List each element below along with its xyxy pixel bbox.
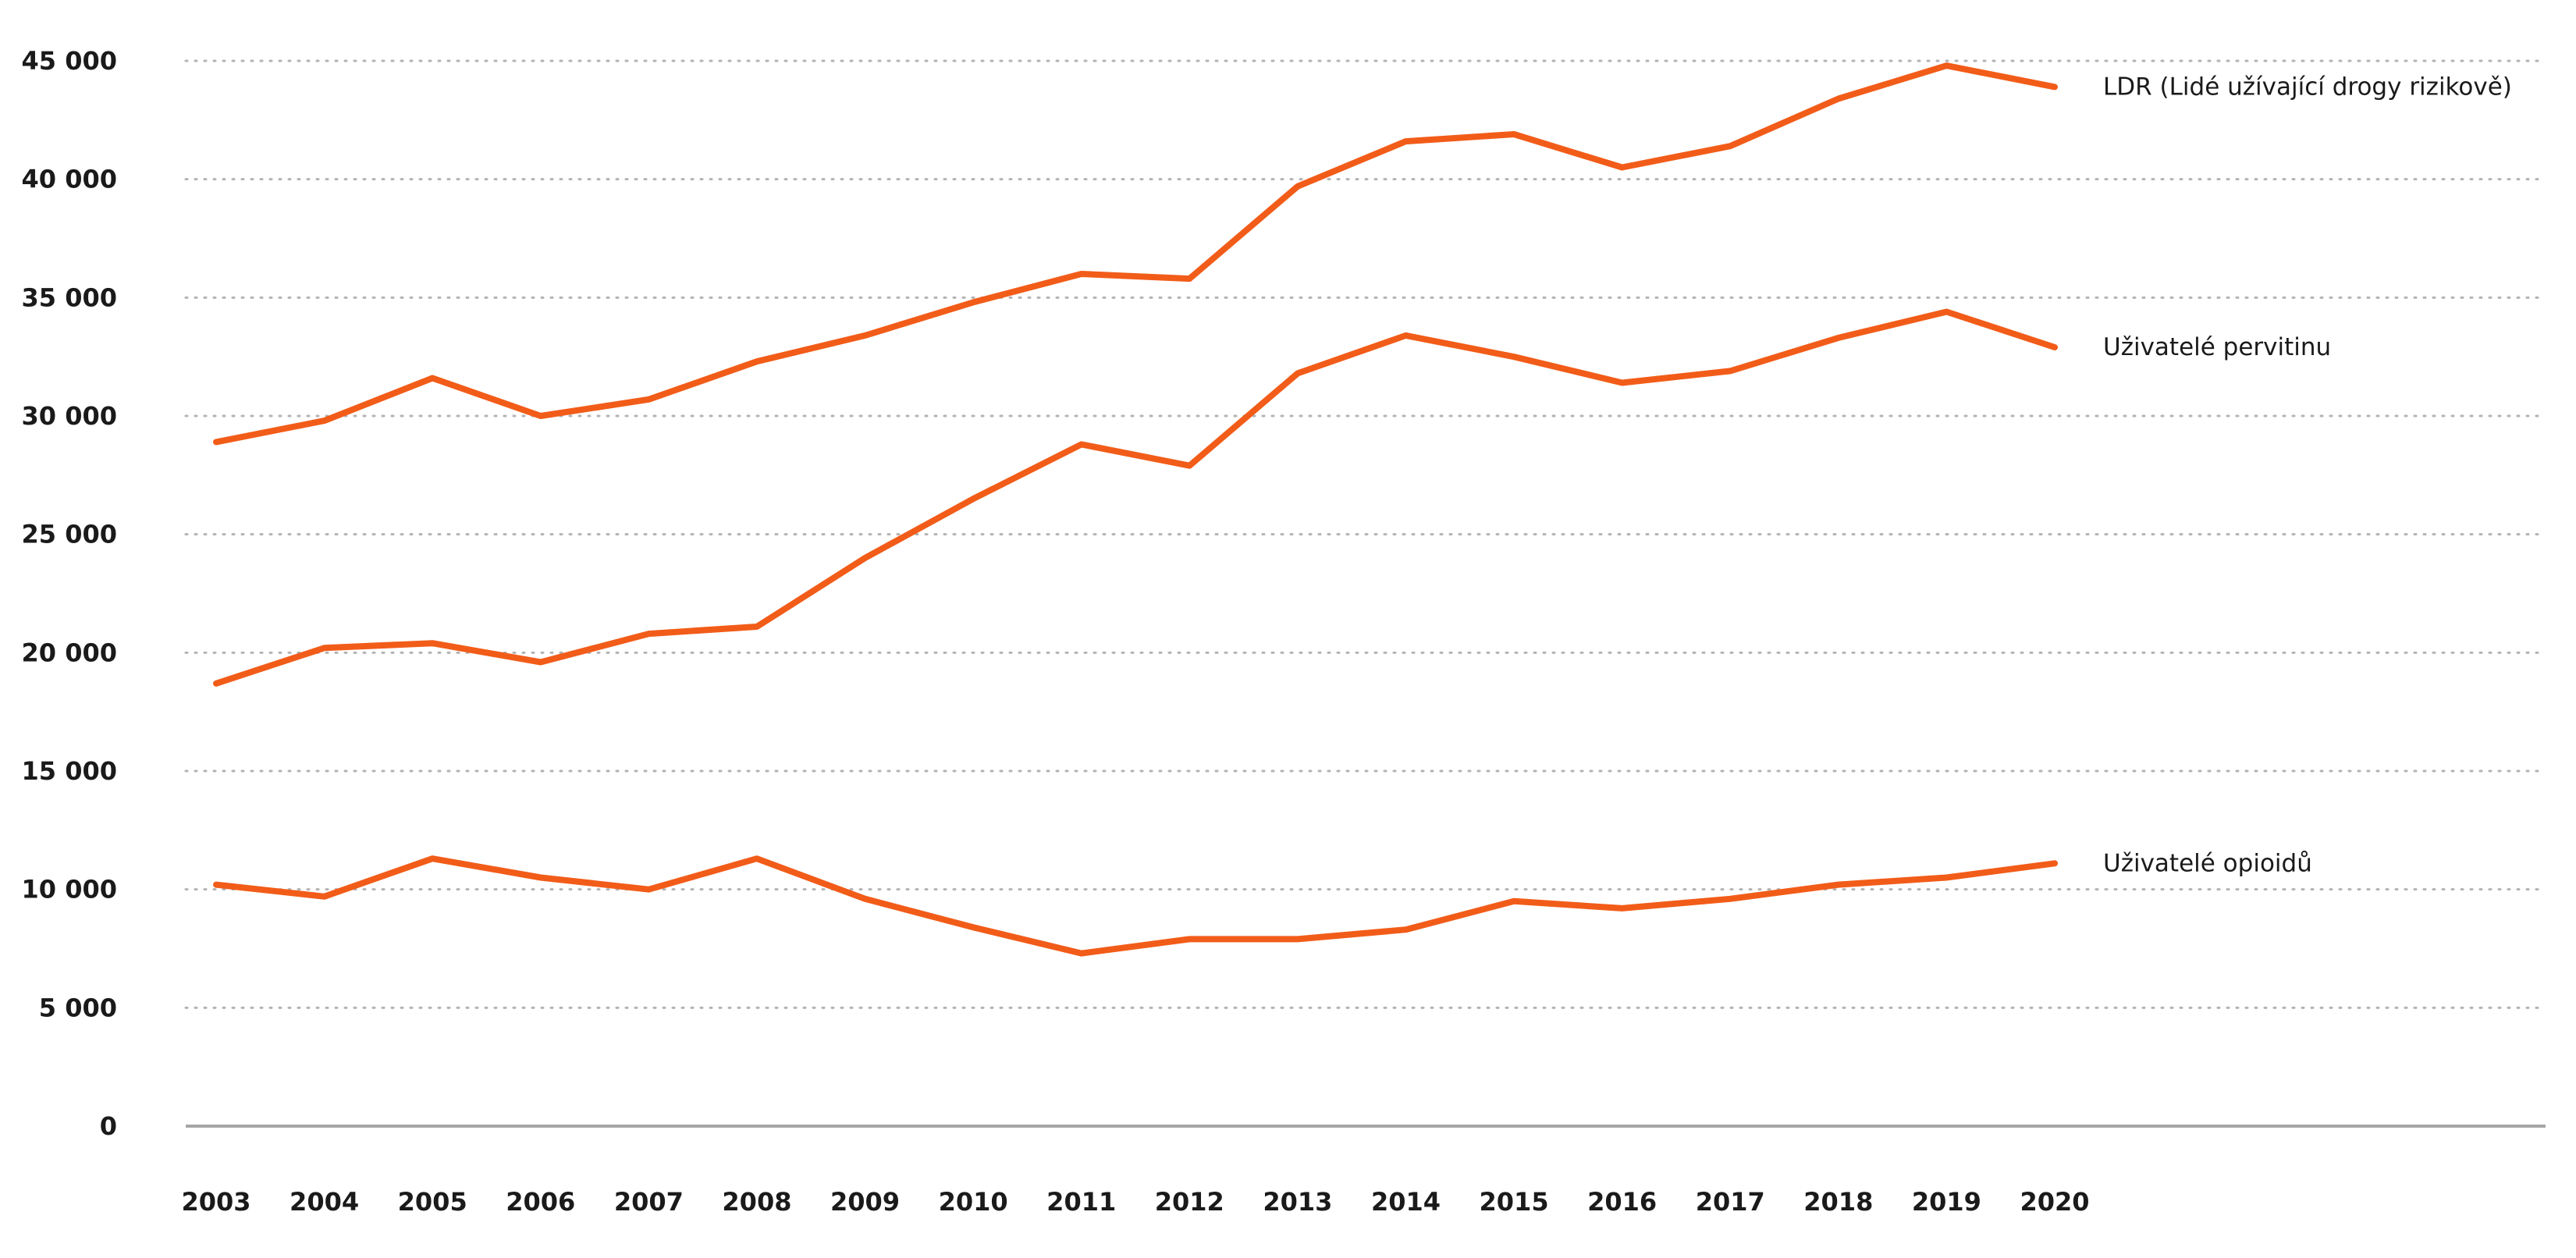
x-tick-label: 2003 bbox=[181, 1187, 250, 1217]
x-tick-label: 2020 bbox=[2020, 1187, 2089, 1217]
y-tick-label: 35 000 bbox=[22, 283, 117, 312]
x-axis-tick-labels: 2003 2004 2005 2006 2007 2008 2009 2010 2011 2012… bbox=[181, 1187, 2089, 1217]
x-tick-label: 2017 bbox=[1696, 1187, 1765, 1217]
x-tick-label: 2016 bbox=[1587, 1187, 1657, 1217]
x-tick-label: 2009 bbox=[830, 1187, 900, 1217]
x-tick-label: 2011 bbox=[1046, 1187, 1116, 1217]
x-tick-label: 2015 bbox=[1480, 1187, 1549, 1217]
x-tick-label: 2018 bbox=[1803, 1187, 1873, 1217]
y-tick-label: 20 000 bbox=[22, 638, 117, 667]
series-label: Uživatelé pervitinu bbox=[2103, 333, 2331, 361]
y-tick-label: 5 000 bbox=[39, 993, 117, 1022]
series-label: Uživatelé opioidů bbox=[2103, 849, 2312, 877]
series-label: LDR (Lidé užívající drogy rizikově) bbox=[2103, 73, 2512, 101]
series-line bbox=[213, 855, 2058, 957]
x-tick-label: 2019 bbox=[1912, 1187, 1981, 1217]
x-tick-label: 2007 bbox=[614, 1187, 684, 1217]
y-tick-label: 30 000 bbox=[22, 401, 117, 431]
y-tick-label: 15 000 bbox=[22, 756, 117, 786]
series-lines bbox=[213, 62, 2058, 957]
x-tick-label: 2014 bbox=[1371, 1187, 1441, 1217]
x-tick-label: 2006 bbox=[506, 1187, 575, 1217]
y-axis-tick-labels: 0 5 000 10 000 15 000 20 000 25 000 30 000 35 0… bbox=[22, 46, 117, 1141]
x-tick-label: 2005 bbox=[398, 1187, 467, 1217]
y-tick-label: 45 000 bbox=[22, 46, 117, 76]
y-tick-label: 40 000 bbox=[22, 165, 117, 194]
x-tick-label: 2010 bbox=[939, 1187, 1008, 1217]
x-tick-label: 2012 bbox=[1155, 1187, 1224, 1217]
series-labels: LDR (Lidé užívající drogy rizikově) Uživa… bbox=[2103, 73, 2512, 877]
y-tick-label: 0 bbox=[100, 1111, 117, 1141]
x-tick-label: 2013 bbox=[1263, 1187, 1332, 1217]
series-line bbox=[213, 62, 2058, 446]
series-line bbox=[213, 308, 2058, 687]
y-tick-label: 25 000 bbox=[22, 520, 117, 549]
x-tick-label: 2008 bbox=[722, 1187, 791, 1217]
x-tick-label: 2004 bbox=[290, 1187, 359, 1217]
y-tick-label: 10 000 bbox=[22, 875, 117, 904]
